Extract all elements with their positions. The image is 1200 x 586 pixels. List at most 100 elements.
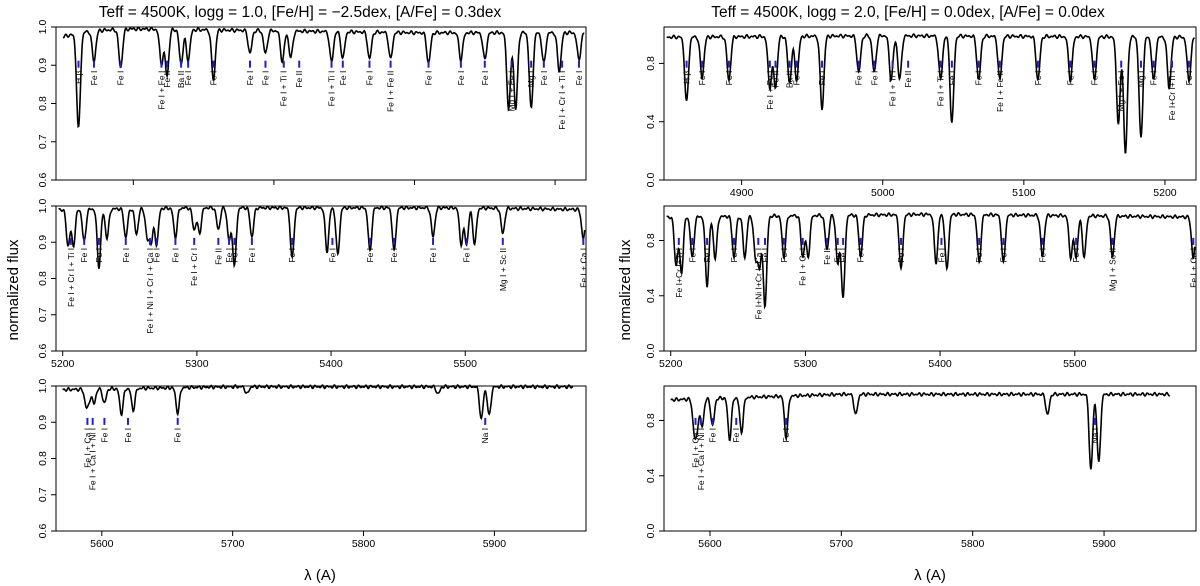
x-tick-label: 5600 bbox=[90, 538, 114, 550]
line-id-label: Fe I bbox=[1033, 71, 1043, 86]
line-id-label: Fe I + Cr I + Ti I bbox=[557, 71, 567, 130]
y-tick-label: 0.0 bbox=[645, 524, 657, 539]
spectrum-line bbox=[670, 391, 1171, 470]
line-id-label: Fe I+Ni I+Cr I+Ca I bbox=[753, 248, 763, 320]
line-id-label: Mg I bbox=[1136, 71, 1146, 88]
line-id-label: Fe I bbox=[947, 71, 957, 86]
line-id-label: Fe I bbox=[574, 71, 584, 86]
y-tick-label: 0.8 bbox=[37, 96, 49, 111]
x-tick-label: 5500 bbox=[454, 358, 478, 370]
y-tick-label: 0.6 bbox=[37, 344, 49, 359]
line-id-label: Fe I bbox=[936, 248, 946, 263]
line-id-label: Na I bbox=[1090, 428, 1100, 444]
y-tick-label: 0.8 bbox=[645, 233, 657, 248]
plot-frame bbox=[663, 385, 1197, 532]
x-tick-label: 5400 bbox=[319, 358, 343, 370]
line-id-label: Fe I + Ti I bbox=[279, 71, 289, 107]
line-id-label: Fe I bbox=[781, 428, 791, 443]
line-id-label: Fe I bbox=[1037, 248, 1047, 263]
line-id-label: Fe I bbox=[327, 248, 337, 263]
x-tick-label: 5900 bbox=[1092, 538, 1116, 550]
line-id-label: Fe I bbox=[208, 71, 218, 86]
y-tick-label: 0.9 bbox=[37, 58, 49, 73]
line-id-label: Ba II bbox=[176, 71, 186, 88]
line-id-label: Fe II bbox=[903, 71, 913, 88]
line-id-label: Fe I bbox=[854, 71, 864, 86]
x-tick-label: 5800 bbox=[352, 538, 376, 550]
line-id-label: Fe II bbox=[294, 71, 304, 88]
y-tick-label: 0.8 bbox=[37, 271, 49, 286]
y-tick-label: 0.0 bbox=[645, 344, 657, 359]
line-id-label: Fe I bbox=[724, 71, 734, 86]
line-id-label: Fe I bbox=[708, 428, 718, 443]
line-id-label: Fe I bbox=[424, 71, 434, 86]
spectrum-panel-left-2: 0.6 0.7 0.8 0.9 1.0 5200 5300 5400 5500 Fe I + Cr… bbox=[37, 199, 588, 370]
line-id-label: Mg I + Fe I bbox=[506, 71, 516, 112]
left-y-axis-label: normalized flux bbox=[5, 239, 22, 340]
spectrum-line bbox=[58, 205, 586, 269]
line-id-label: Fe I + Ca I bbox=[1188, 248, 1198, 288]
line-id-label: Fe I bbox=[121, 248, 131, 263]
plot-frame bbox=[663, 26, 1197, 181]
line-id-label: Fe I bbox=[974, 71, 984, 86]
y-tick-label: 0.6 bbox=[37, 524, 49, 539]
line-id-label: Fe I bbox=[856, 248, 866, 263]
left-x-axis-label: λ (A) bbox=[304, 567, 336, 584]
line-id-label: Fe I bbox=[389, 248, 399, 263]
line-id-label: Fe I bbox=[428, 248, 438, 263]
y-tick-label: 0.9 bbox=[37, 415, 49, 430]
line-id-label: Fe I bbox=[456, 71, 466, 86]
line-id-label: Fe I + Fe I bbox=[765, 71, 775, 110]
line-id-label: Fe I + Ti I bbox=[888, 71, 898, 107]
spectrum-line bbox=[62, 383, 574, 421]
line-id-label: Fe I bbox=[974, 248, 984, 263]
x-tick-label: 5300 bbox=[185, 358, 209, 370]
line-id-label: Fe I bbox=[247, 248, 257, 263]
line-id-label: Fe I bbox=[480, 71, 490, 86]
panels-group: 0.60.70.80.91.0H β Fe I Fe I Fe I + Fe IFe … bbox=[37, 20, 1198, 550]
spectrum-line bbox=[666, 32, 1195, 154]
plot-frame bbox=[663, 205, 1197, 352]
line-id-label: Fe I bbox=[729, 248, 739, 263]
line-id-label: Fe I + Fe II bbox=[995, 71, 1005, 112]
line-id-label: H β bbox=[682, 71, 692, 85]
line-id-label: Fe I bbox=[94, 248, 104, 263]
line-id-label: Fe I bbox=[760, 248, 770, 263]
line-id-label: Fe II bbox=[213, 248, 223, 265]
line-id-label: Fe I bbox=[287, 248, 297, 263]
line-id-label: Fe I bbox=[896, 248, 906, 263]
spectrum-panel-left-3: 0.6 0.7 0.8 0.9 1.0 5600 5700 5800 5900 Fe I + Ca… bbox=[37, 379, 587, 550]
line-id-label: Na I bbox=[480, 428, 490, 444]
line-id-label: Fe I bbox=[792, 71, 802, 86]
line-id-label: Fe I + Ti I bbox=[327, 71, 337, 107]
line-id-label: Fe I + Fe I bbox=[156, 71, 166, 110]
x-tick-label: 5700 bbox=[221, 538, 245, 550]
spectrum-line bbox=[62, 26, 585, 129]
right-x-axis-label: λ (A) bbox=[914, 567, 946, 584]
line-id-label: Fe I bbox=[697, 71, 707, 86]
line-id-label: Fe I + Ca I bbox=[691, 428, 701, 468]
line-id-label: Fe I bbox=[1089, 71, 1099, 86]
y-tick-label: 0.9 bbox=[37, 235, 49, 250]
line-id-label: Fe I + Ti I bbox=[936, 71, 946, 107]
line-id-label: Fe I bbox=[170, 248, 180, 263]
line-id-label: Fe I bbox=[116, 71, 126, 86]
line-id-label: Fe I+Cr I+Ti I bbox=[1167, 71, 1177, 121]
line-id-label: Fe I bbox=[152, 248, 162, 263]
x-tick-label: 5600 bbox=[698, 538, 722, 550]
right-y-axis-label: normalized flux bbox=[617, 239, 634, 340]
y-tick-label: 0.8 bbox=[645, 413, 657, 428]
line-id-label: Fe II bbox=[822, 248, 832, 265]
line-id-label: Fe I bbox=[1184, 71, 1194, 86]
x-tick-label: 5000 bbox=[871, 187, 895, 199]
line-id-label: Fe I bbox=[224, 248, 234, 263]
line-id-label: Ba II bbox=[785, 71, 795, 88]
x-tick-label: 5800 bbox=[961, 538, 985, 550]
line-id-label: Mg I bbox=[526, 71, 536, 88]
line-id-label: Mg I + Fe I bbox=[1116, 71, 1126, 112]
line-id-label: Fe I bbox=[833, 248, 843, 263]
x-tick-label: 5200 bbox=[1153, 187, 1177, 199]
line-id-label: Fe I + Cr I bbox=[798, 248, 808, 286]
